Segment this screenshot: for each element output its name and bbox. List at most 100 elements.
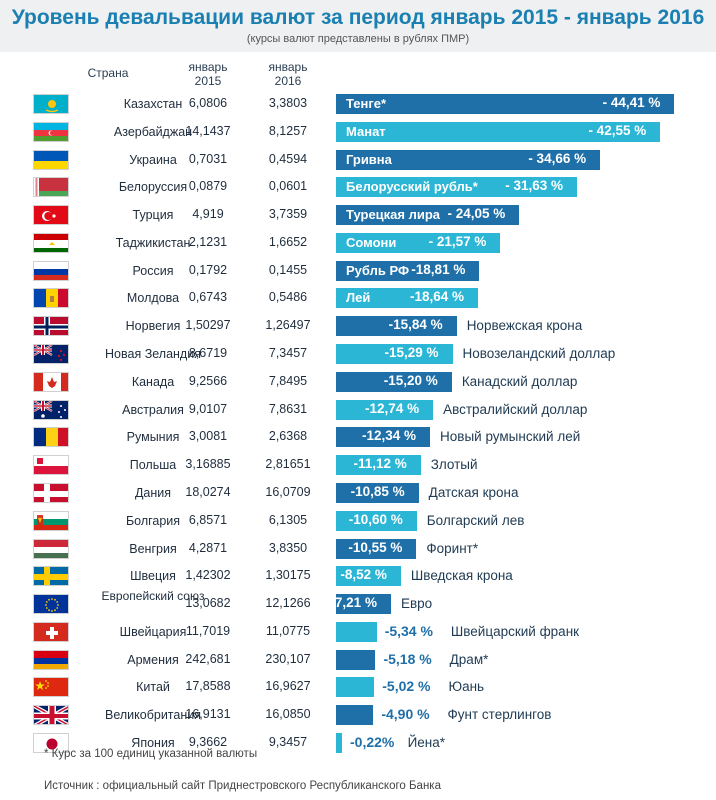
percent-label: - 44,41 % <box>602 95 661 110</box>
devaluation-bar <box>336 427 431 448</box>
value-2015: 3,16885 <box>185 457 231 472</box>
currency-label: Датская крона <box>428 484 519 500</box>
currency-label: Юань <box>448 679 485 695</box>
value-2015: 0,1792 <box>188 262 228 277</box>
russia-flag-icon <box>33 260 69 281</box>
devaluation-bar <box>336 677 375 698</box>
percent-label: -10,60 % <box>348 511 403 527</box>
value-2016: 1,6652 <box>268 234 308 249</box>
country-label: Украина <box>129 152 177 167</box>
value-2015: 0,7031 <box>188 151 228 166</box>
switzerland-flag-icon <box>33 621 69 642</box>
devaluation-bar <box>336 260 480 281</box>
currency-label: Рубль РФ <box>346 262 410 278</box>
currency-label: Новозеландский доллар <box>462 346 616 362</box>
value-2015: 242,681 <box>185 651 231 666</box>
value-2016: 7,8631 <box>268 401 308 416</box>
value-2016: 16,0850 <box>265 707 311 722</box>
devaluation-bar <box>336 399 434 420</box>
value-2016: 0,4594 <box>268 151 308 166</box>
percent-label: - 31,63 % <box>505 178 564 194</box>
value-2015: 3,0081 <box>188 429 228 444</box>
percent-label: - 34,66 % <box>528 150 587 166</box>
percent-label: -5,34 % <box>384 622 433 639</box>
value-2016: 1,30175 <box>265 568 311 583</box>
value-2016: 16,0709 <box>265 484 311 499</box>
percent-label: -0,22% <box>350 734 395 750</box>
value-2015: 6,8571 <box>188 512 228 527</box>
country-label: Швеция <box>130 569 176 584</box>
value-2016: 7,3457 <box>268 346 308 361</box>
value-2016: 16,9627 <box>265 679 311 694</box>
value-2016: 2,6368 <box>268 429 308 444</box>
country-label: Канада <box>131 374 175 389</box>
currency-label: Фунт стерлингов <box>447 707 552 723</box>
currency-label: Новый румынский лей <box>440 429 581 445</box>
value-2015: 17,8588 <box>185 679 231 694</box>
tajikistan-flag-icon <box>33 232 69 253</box>
australia-flag-icon <box>33 399 69 420</box>
currency-label: Йена* <box>407 735 446 750</box>
header-jan2016: январь 2016 <box>268 60 308 88</box>
country-label: Польша <box>129 458 177 473</box>
belarus-flag-icon <box>33 177 69 198</box>
page-title: Уровень девальвации валют за период янва… <box>11 6 705 29</box>
value-2016: 6,1305 <box>268 512 308 527</box>
country-label: Молдова <box>126 291 180 306</box>
percent-label: - 42,55 % <box>588 122 647 138</box>
currency-label: Сомони <box>346 234 397 250</box>
percent-label: - 21,57 % <box>428 233 487 249</box>
value-2015: 9,3662 <box>188 735 228 749</box>
percent-label: -15,29 % <box>384 345 439 361</box>
china-flag-icon <box>33 677 69 698</box>
percent-label: -4,90 % <box>381 706 430 723</box>
currency-label: Норвежская крона <box>466 318 583 334</box>
value-2015: 14,1437 <box>185 123 231 138</box>
percent-label: -12,34 % <box>361 428 417 444</box>
value-2015: 1,50297 <box>185 318 231 333</box>
country-label: Россия <box>132 263 174 278</box>
eu-flag-icon <box>33 594 69 615</box>
devaluation-bar <box>336 510 417 531</box>
country-label: Армения <box>127 652 179 667</box>
country-label: Япония <box>131 736 175 750</box>
percent-label: -18,64 % <box>410 289 465 305</box>
country-label: Великобритания <box>105 708 201 723</box>
country-label: Австралия <box>122 402 184 417</box>
devaluation-bar <box>336 232 501 253</box>
ukraine-flag-icon <box>33 149 69 170</box>
percent-label: -7,21 % <box>330 595 377 611</box>
devaluation-bar <box>336 177 578 198</box>
percent-label: -12,74 % <box>365 400 420 416</box>
header-band <box>0 0 716 52</box>
value-2015: 9,2566 <box>188 373 228 388</box>
page-subtitle: (курсы валют представлены в рублях ПМР) <box>246 33 470 45</box>
devaluation-bar <box>336 649 376 670</box>
devaluation-bar <box>336 94 675 114</box>
devaluation-bar <box>336 344 453 365</box>
source-note: Источник : официальный сайт Приднестровс… <box>44 780 441 792</box>
devaluation-bar <box>336 316 457 337</box>
country-label: Швейцария <box>119 624 187 639</box>
percent-label: -11,12 % <box>353 456 407 472</box>
country-label: Турция <box>132 208 174 223</box>
currency-label: Белорусский рубль* <box>346 179 478 195</box>
currency-label: Евро <box>400 596 433 612</box>
value-2015: 4,919 <box>192 207 224 222</box>
country-label: Таджикистан <box>115 235 191 250</box>
header-jan2015: январь 2015 <box>188 60 228 88</box>
value-2016: 0,0601 <box>268 179 308 194</box>
currency-label: Манат <box>346 123 386 139</box>
value-2016: 11,0775 <box>265 623 311 638</box>
currency-label: Драм* <box>449 651 489 667</box>
devaluation-bar <box>336 371 452 392</box>
devaluation-bar <box>336 733 342 753</box>
devaluation-bar <box>336 594 391 615</box>
japan-flag-icon <box>33 733 69 753</box>
value-2016: 2,81651 <box>265 457 311 472</box>
country-label: Болгария <box>125 513 181 528</box>
currency-label: Австралийский доллар <box>443 401 588 417</box>
currency-label: Шведская крона <box>410 568 513 584</box>
value-2015: 11,7019 <box>185 623 231 638</box>
